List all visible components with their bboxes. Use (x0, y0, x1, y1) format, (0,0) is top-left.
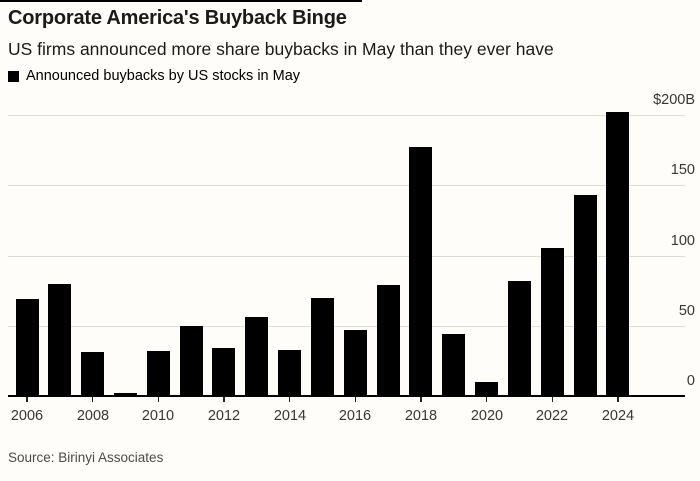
bar-2018 (409, 147, 432, 396)
xtick-2010 (157, 397, 160, 402)
ytick-label-50: 50 (678, 303, 695, 319)
bar-2008 (81, 352, 104, 396)
bar-2024 (606, 112, 629, 396)
chart-subtitle: US firms announced more share buybacks i… (8, 39, 554, 59)
bar-2022 (541, 248, 564, 396)
bar-2019 (442, 334, 465, 396)
bar-2015 (311, 298, 334, 396)
xtick-2024 (617, 397, 619, 402)
bar-2006 (16, 299, 39, 396)
legend: Announced buybacks by US stocks in May (8, 68, 300, 84)
xtick-label-2022: 2022 (535, 408, 569, 424)
bar-2021 (508, 281, 531, 396)
xtick-label-2010: 2010 (141, 408, 175, 424)
xtick-label-2018: 2018 (404, 408, 438, 424)
legend-swatch-icon (8, 70, 19, 82)
xtick-label-2008: 2008 (76, 408, 110, 424)
xtick-2014 (288, 397, 291, 402)
gridline-50 (8, 326, 685, 327)
bar-2012 (212, 348, 235, 396)
bar-2014 (278, 350, 301, 396)
bar-2013 (245, 317, 268, 396)
xtick-label-2016: 2016 (338, 408, 372, 424)
gridline-200 (8, 115, 685, 116)
xtick-2022 (551, 397, 554, 402)
top-border-strip (0, 0, 362, 2)
bar-2020 (475, 382, 498, 396)
xtick-2020 (485, 397, 488, 402)
bar-2016 (344, 330, 367, 396)
gridline-150 (8, 185, 685, 186)
xtick-label-2014: 2014 (273, 408, 307, 424)
gridline-100 (8, 256, 685, 257)
chart-title: Corporate America's Buyback Binge (8, 7, 347, 29)
bar-2023 (574, 195, 597, 396)
ytick-label-200: $200B (653, 92, 695, 108)
xtick-2012 (223, 397, 225, 402)
bar-2010 (147, 351, 170, 396)
bar-2011 (180, 326, 203, 396)
xtick-label-2020: 2020 (470, 408, 504, 424)
source-note: Source: Birinyi Associates (8, 450, 164, 465)
legend-label: Announced buybacks by US stocks in May (26, 68, 301, 84)
xtick-label-2012: 2012 (207, 408, 241, 424)
ytick-label-100: 100 (670, 233, 695, 249)
ytick-label-0: 0 (686, 373, 695, 389)
xtick-2008 (91, 397, 94, 402)
xtick-label-2024: 2024 (601, 408, 635, 424)
xtick-label-2006: 2006 (10, 408, 44, 424)
xtick-2016 (354, 397, 357, 402)
bar-2007 (48, 284, 71, 396)
xtick-2006 (26, 397, 28, 402)
bar-2009 (114, 393, 137, 396)
x-axis-line (8, 395, 685, 397)
xtick-2018 (420, 397, 422, 402)
bar-2017 (377, 285, 400, 396)
ytick-label-150: 150 (670, 162, 695, 178)
